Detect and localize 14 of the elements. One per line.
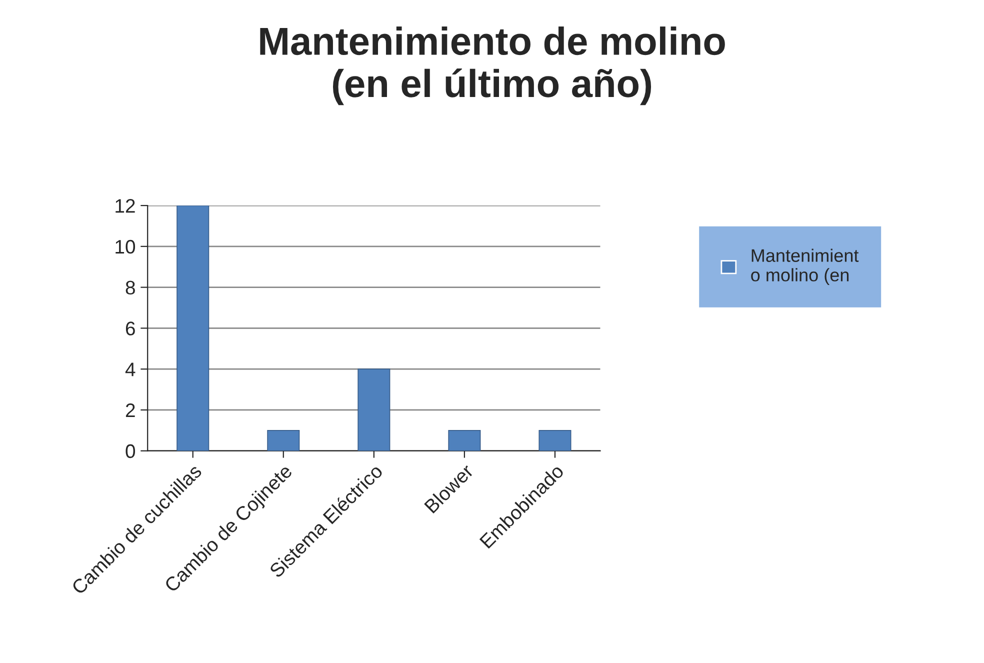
bar [448, 430, 481, 451]
bar [358, 368, 390, 451]
bar [176, 206, 210, 451]
legend-label: Mantenimient o molino (en [751, 248, 859, 285]
y-tick-label: 12 [116, 199, 135, 213]
y-tick-label: 0 [126, 444, 136, 458]
chart-title: Mantenimiento de molino (en el último año) [260, 26, 725, 106]
y-tick-label: 4 [125, 362, 136, 376]
y-tick-label: 8 [126, 280, 135, 295]
bar [538, 430, 572, 451]
y-tick-label: 10 [116, 240, 136, 254]
y-tick-label: 6 [126, 322, 135, 336]
bar [267, 430, 300, 451]
y-tick-label: 2 [126, 403, 135, 417]
